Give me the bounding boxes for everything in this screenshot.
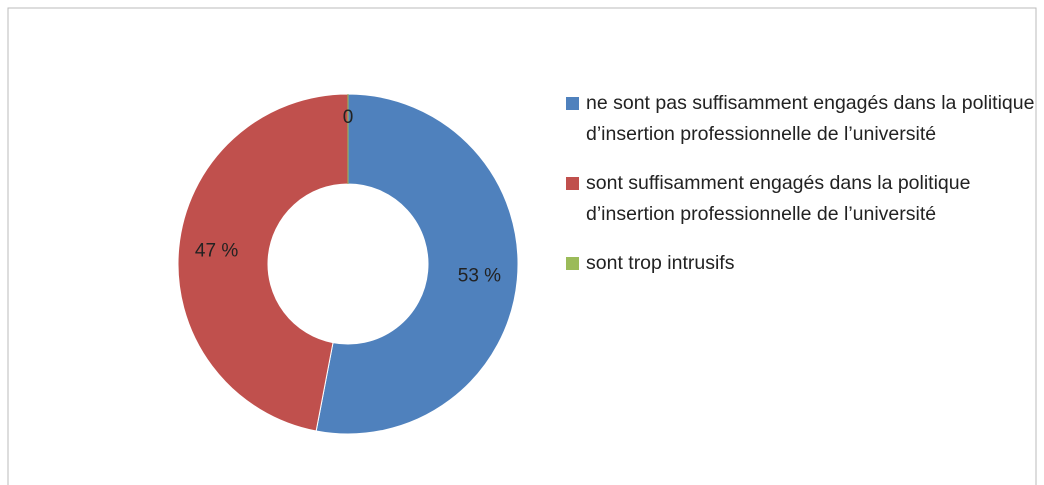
legend-swatch <box>566 177 579 190</box>
legend-entry: sont suffisamment engagés dans la politi… <box>566 168 1036 230</box>
legend-entry: sont trop intrusifs <box>566 248 1036 279</box>
legend-swatch <box>566 257 579 270</box>
donut-slice <box>177 93 349 432</box>
legend-entry: ne sont pas suffisamment engagés dans la… <box>566 88 1036 150</box>
legend-swatch <box>566 97 579 110</box>
data-label: 0 <box>343 107 354 128</box>
legend-label: ne sont pas suffisamment engagés dans la… <box>586 92 1035 145</box>
data-label: 53 % <box>458 265 501 286</box>
frame <box>7 7 1037 485</box>
legend: ne sont pas suffisamment engagés dans la… <box>566 88 1036 297</box>
data-label: 47 % <box>195 241 238 262</box>
legend-label: sont trop intrusifs <box>586 252 735 274</box>
legend-label: sont suffisamment engagés dans la politi… <box>586 172 971 225</box>
donut-slice <box>315 93 519 435</box>
